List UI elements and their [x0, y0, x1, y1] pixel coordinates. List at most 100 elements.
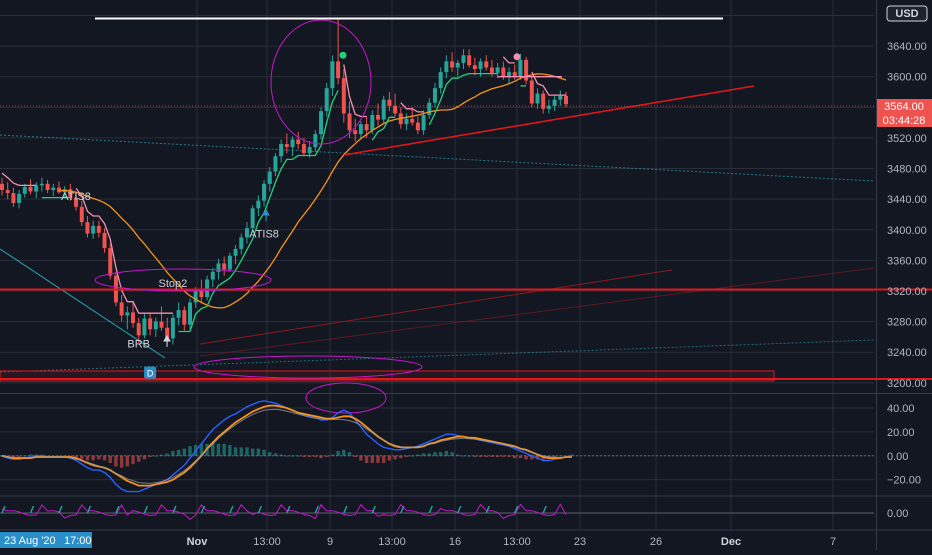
- candle: [330, 55, 335, 96]
- histogram-bar: [102, 455, 107, 461]
- histogram-bar: [530, 455, 534, 460]
- candle: [376, 103, 380, 126]
- histogram-bar: [23, 455, 27, 457]
- x-tick-label: 16: [449, 536, 461, 548]
- histogram-bar: [154, 455, 158, 457]
- histogram-bar: [233, 447, 238, 456]
- trailing-stop-line: [400, 102, 424, 113]
- candle: [296, 131, 301, 150]
- candle-body: [11, 193, 16, 203]
- candle-body: [478, 61, 483, 70]
- histogram-bar: [290, 455, 295, 457]
- dark-red-trendline: [199, 267, 875, 357]
- trailing-stop-line: [371, 116, 396, 141]
- candle-body: [393, 105, 398, 114]
- candle-body: [96, 225, 101, 233]
- candle-body: [56, 187, 61, 193]
- histogram-bar: [228, 445, 232, 456]
- candle-body: [68, 189, 73, 198]
- candle-body: [267, 171, 272, 184]
- last-price-label: 3564.00: [884, 101, 924, 113]
- osc-tick-label: 40.00: [887, 403, 915, 415]
- osc-tick-label: 0.00: [887, 451, 908, 463]
- candle-body: [279, 144, 284, 157]
- candle-body: [489, 67, 494, 73]
- candle-body: [529, 80, 534, 104]
- candle-body: [461, 55, 466, 63]
- bottom-indicator-pane: [0, 503, 874, 521]
- histogram-bar: [148, 455, 152, 457]
- candle: [216, 258, 221, 280]
- candle: [159, 306, 164, 331]
- currency-label: USD: [895, 8, 918, 20]
- histogram-bar: [307, 455, 312, 457]
- candle: [461, 49, 466, 70]
- histogram-bar: [97, 455, 101, 460]
- candle: [5, 182, 10, 200]
- osc-tick-label: 20.00: [887, 427, 915, 439]
- candle: [136, 317, 141, 344]
- histogram-bar: [484, 455, 488, 457]
- candle-body: [467, 55, 472, 66]
- candle-body: [432, 88, 437, 103]
- support-zone: [0, 370, 775, 382]
- bottom-indicator-spike: [400, 505, 405, 514]
- currency-tag[interactable]: USD: [886, 5, 928, 22]
- oscillator-pane: [0, 400, 874, 493]
- candle: [22, 183, 27, 198]
- candle: [484, 55, 489, 71]
- crosshair-date: 23 Aug '20: [4, 535, 56, 547]
- candle: [11, 187, 16, 207]
- histogram-bar: [319, 455, 323, 459]
- bottom-indicator-spike: [229, 505, 234, 514]
- x-tick-label: 7: [830, 536, 836, 548]
- candle: [546, 99, 551, 114]
- candle-body: [176, 310, 181, 318]
- candle-body: [28, 186, 33, 192]
- histogram-bar: [211, 442, 215, 456]
- red-support-trendline: [343, 85, 755, 156]
- candle-body: [102, 232, 107, 249]
- candle-body: [119, 302, 124, 316]
- candle-body: [421, 114, 426, 131]
- histogram-bar: [330, 454, 335, 456]
- candle: [250, 205, 255, 233]
- candle-body: [108, 248, 113, 276]
- histogram-bar: [342, 449, 346, 456]
- candle-body: [244, 228, 249, 238]
- candle-body: [34, 185, 39, 192]
- candle-body: [0, 183, 4, 190]
- histogram-bar: [518, 455, 523, 459]
- price-tick-label: 3520.00: [887, 133, 927, 145]
- bottom-indicator-spike: [200, 505, 206, 514]
- candle: [387, 92, 392, 112]
- price-tick-label: 3440.00: [887, 194, 927, 206]
- sell-signal-dot: [513, 53, 521, 61]
- moving-average-line: [58, 73, 567, 309]
- candle-body: [404, 118, 409, 125]
- candle: [353, 118, 358, 142]
- candle: [131, 302, 136, 328]
- histogram-bar: [507, 455, 511, 457]
- trailing-stop-line: [502, 56, 515, 64]
- candle-body: [227, 255, 232, 270]
- candle: [336, 19, 341, 85]
- histogram-bar: [262, 449, 266, 456]
- histogram-bar: [416, 454, 420, 456]
- candle-body: [85, 222, 90, 234]
- bottom-indicator-spike: [172, 505, 177, 514]
- candle-body: [518, 59, 523, 77]
- histogram-bar: [495, 455, 500, 457]
- candle: [79, 200, 84, 226]
- candle-body: [125, 312, 130, 316]
- bottom-indicator-spike: [286, 505, 291, 514]
- candle-body: [415, 122, 420, 131]
- chart-annotation: BRB: [127, 339, 150, 351]
- histogram-bar: [513, 455, 517, 459]
- candle: [518, 53, 523, 80]
- candle-body: [142, 318, 147, 336]
- histogram-bar: [410, 455, 414, 457]
